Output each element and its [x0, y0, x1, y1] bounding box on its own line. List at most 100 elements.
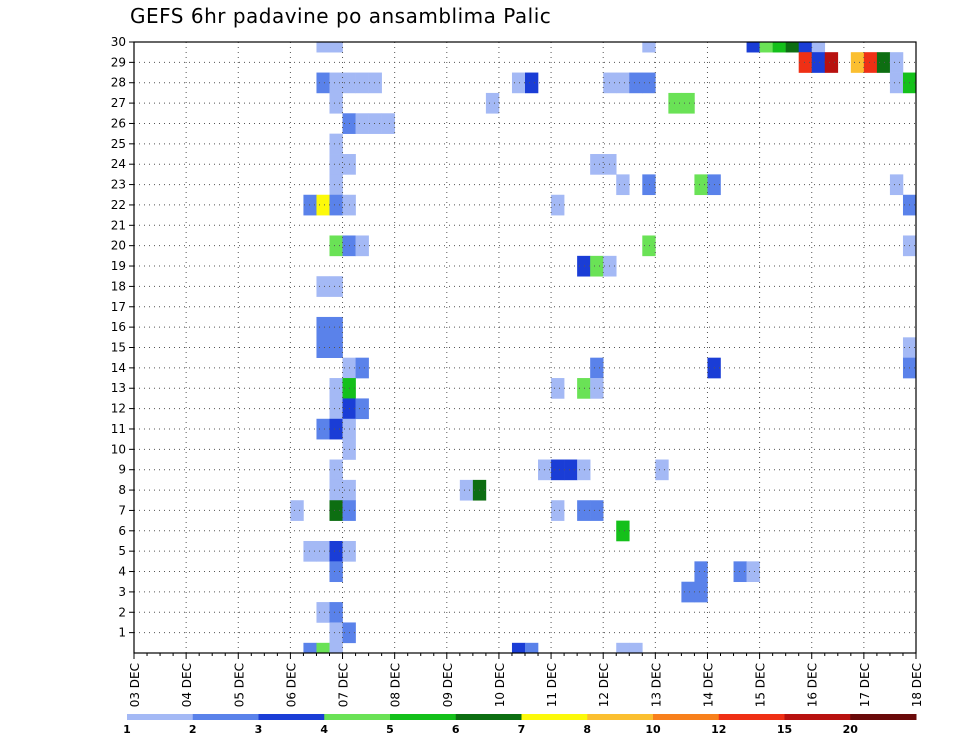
x-tick-label: 09 DEC	[441, 663, 455, 707]
heatmap-cell	[694, 581, 708, 603]
heatmap-cell	[329, 561, 343, 583]
heatmap-cell	[642, 174, 656, 196]
heatmap-cell	[316, 194, 330, 216]
heatmap-cell	[329, 540, 343, 562]
heatmap-cell	[303, 194, 317, 216]
legend-label: 1	[123, 723, 131, 736]
y-tick-label: 8	[118, 483, 126, 497]
y-tick-label: 4	[118, 565, 126, 579]
legend-swatch	[192, 714, 259, 720]
heatmap-cell	[316, 72, 330, 94]
heatmap-cell	[590, 255, 604, 277]
y-tick-label: 19	[111, 259, 126, 273]
heatmap-cell	[355, 357, 369, 379]
heatmap-cell	[681, 92, 695, 114]
legend-label: 5	[386, 723, 394, 736]
heatmap-cell	[629, 642, 643, 654]
heatmap-cell	[642, 235, 656, 257]
heatmap-cell	[329, 642, 343, 654]
y-tick-label: 28	[111, 76, 126, 90]
heatmap-cell	[329, 602, 343, 623]
x-tick-label: 07 DEC	[337, 663, 351, 707]
heatmap-cell	[590, 154, 604, 175]
heatmap-cell	[329, 174, 343, 196]
legend-label: 10	[645, 723, 661, 736]
heatmap-cell	[459, 479, 474, 501]
heatmap-cell	[329, 337, 343, 358]
color-legend: 1 2 3 4 5 6 7 8 10 12 15 20	[123, 714, 917, 736]
heatmap-cell	[511, 642, 526, 654]
x-tick-label: 13 DEC	[649, 663, 663, 707]
heatmap-cell	[525, 72, 539, 94]
heatmap-cell	[316, 418, 330, 440]
heatmap-cell	[329, 42, 343, 53]
heatmap-cell	[316, 540, 330, 562]
heatmap-cell	[616, 174, 630, 196]
heatmap-cell	[303, 540, 317, 562]
x-tick-label: 04 DEC	[180, 663, 194, 707]
heatmap-cell	[694, 561, 708, 583]
heatmap-cell	[329, 316, 343, 338]
legend-label: 2	[189, 723, 197, 736]
heatmap-cell	[681, 581, 695, 603]
y-tick-label: 20	[111, 239, 126, 253]
heatmap-cell	[616, 642, 630, 654]
heatmap-cell	[577, 459, 591, 481]
heatmap-cell	[329, 72, 343, 94]
heatmap-cell	[798, 42, 813, 53]
heatmap-cell	[511, 72, 526, 94]
heatmap-cell	[329, 479, 343, 501]
y-tick-label: 18	[111, 279, 126, 293]
y-tick-label: 23	[111, 178, 126, 192]
heatmap-cell	[642, 72, 656, 94]
heatmap-cell	[590, 378, 604, 399]
heatmap-cell	[551, 194, 565, 216]
heatmap-cell	[316, 337, 330, 358]
y-tick-label: 13	[111, 381, 126, 395]
y-tick-label: 12	[111, 402, 126, 416]
y-tick-label: 22	[111, 198, 126, 212]
y-axis: 1234567891011121314151617181920212223242…	[111, 35, 134, 640]
y-tick-label: 2	[118, 605, 126, 619]
x-tick-label: 08 DEC	[389, 663, 403, 707]
heatmap-cell	[329, 418, 343, 440]
legend-label: 6	[452, 723, 460, 736]
heatmap-cell	[355, 235, 369, 257]
x-tick-label: 06 DEC	[284, 663, 298, 707]
heatmap-cell	[329, 398, 343, 420]
heatmap-cell	[785, 42, 799, 53]
heatmap-cell	[629, 72, 643, 94]
heatmap-cell	[590, 500, 604, 521]
y-tick-label: 21	[111, 218, 126, 232]
heatmap-cell	[525, 642, 539, 654]
legend-swatch	[718, 714, 785, 720]
y-tick-label: 30	[111, 35, 126, 49]
heatmap-cell	[329, 235, 343, 257]
chart-title: GEFS 6hr padavine po ansamblima Palic	[130, 4, 552, 28]
heatmap-cell	[772, 42, 786, 53]
x-tick-label: 16 DEC	[806, 663, 820, 707]
heatmap-cell	[616, 520, 630, 542]
legend-label: 7	[518, 723, 526, 736]
heatmap-cell	[329, 276, 343, 297]
dotted-grid	[134, 42, 916, 653]
heatmap-cell	[329, 92, 343, 114]
heatmap-cell	[329, 194, 343, 216]
y-tick-label: 27	[111, 96, 126, 110]
heatmap-cell	[811, 42, 826, 53]
y-tick-label: 10	[111, 442, 126, 456]
heatmap-cell	[694, 174, 708, 196]
heatmap-cell	[355, 398, 369, 420]
heatmap-cell	[746, 561, 760, 583]
y-tick-label: 3	[118, 585, 126, 599]
heatmap-cell	[316, 316, 330, 338]
x-tick-label: 12 DEC	[597, 663, 611, 707]
heatmap-cell	[316, 42, 330, 53]
y-tick-label: 14	[111, 361, 126, 375]
heatmap-cell	[368, 72, 382, 94]
heatmap-cell	[551, 500, 565, 521]
legend-label: 3	[255, 723, 263, 736]
heatmap-cell	[329, 459, 343, 481]
x-tick-label: 10 DEC	[493, 663, 507, 707]
